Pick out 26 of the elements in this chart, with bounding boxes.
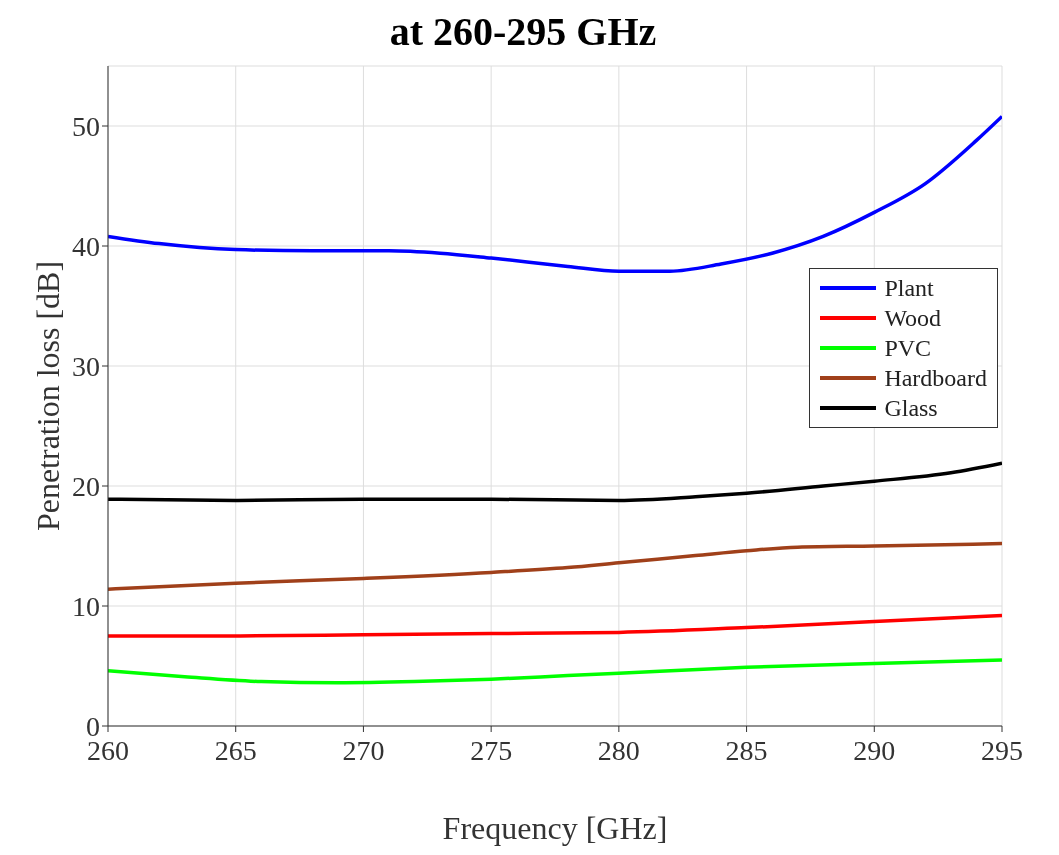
line-series [108, 461, 1002, 503]
x-tick-label: 285 [725, 734, 768, 766]
x-tick-label: 280 [597, 734, 640, 766]
legend-label: Plant [884, 274, 934, 303]
legend-label: Hardboard [884, 364, 987, 393]
x-tick-label: 270 [342, 734, 385, 766]
line-series [108, 114, 1002, 273]
chart-title: at 260-295 GHz [388, 8, 658, 56]
legend-label: Glass [884, 394, 938, 423]
y-tick-label: 10 [72, 590, 100, 622]
y-tick-label: 40 [72, 230, 100, 262]
y-tick-label: 30 [72, 350, 100, 382]
y-tick-label: 0 [86, 710, 100, 742]
y-tick-label: 50 [72, 110, 100, 142]
legend-label: PVC [884, 334, 932, 363]
x-tick-label: 290 [853, 734, 896, 766]
line-series [108, 541, 1002, 591]
y-tick-label: 20 [72, 470, 100, 502]
x-tick-label: 265 [214, 734, 257, 766]
line-series [108, 658, 1002, 685]
x-tick-label: 295 [981, 734, 1023, 766]
legend-label: Wood [884, 304, 942, 333]
x-tick-label: 275 [470, 734, 513, 766]
y-axis-title: Penetration loss [dB] [30, 260, 67, 532]
line-series [108, 613, 1002, 638]
x-axis-title: Frequency [GHz] [442, 809, 668, 846]
